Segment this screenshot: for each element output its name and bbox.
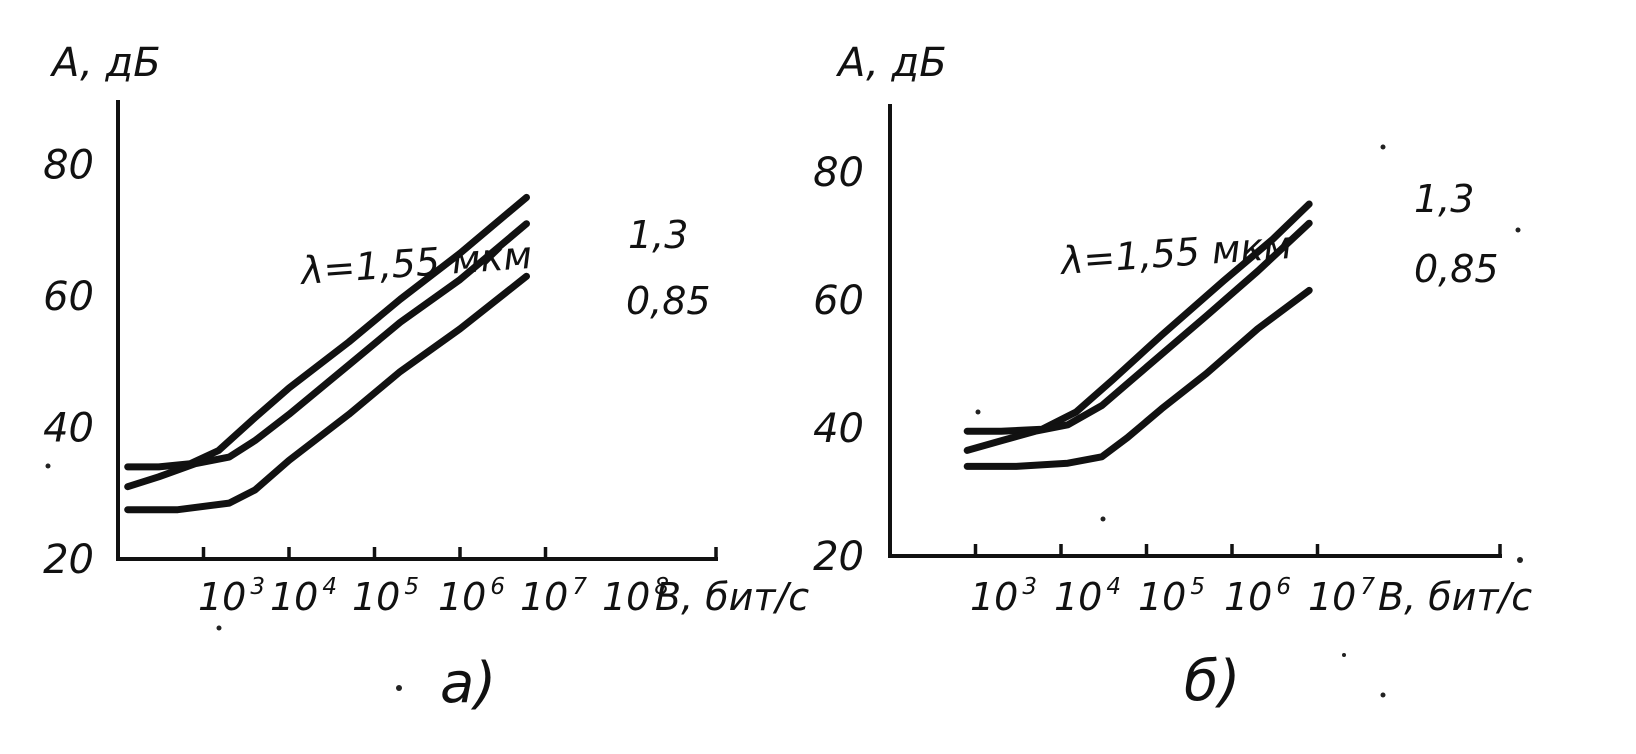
series-line-1-55 [963,200,1313,435]
series-line-0-85 [124,272,530,514]
caption-a: а) [440,651,496,716]
y-tick-label: 80 [43,143,94,189]
y-tick-label: 40 [813,406,864,452]
y-axis-label-a: A, дБ [49,40,161,86]
y-tick-label: 40 [43,406,94,452]
x-tick-label: 10 5 [352,574,419,619]
x-axis-label: B, бит/с [1378,575,1532,619]
series-line-1-55 [124,193,530,471]
scan-speck [975,409,981,415]
x-tick-label: 10 6 [438,574,505,619]
scan-speck [1515,227,1521,233]
caption-b: б) [1184,649,1240,714]
series-label: 1,3 [628,213,688,257]
x-tick-label: 10 3 [970,574,1037,619]
scan-speck [1380,144,1386,150]
x-tick-label: 10 5 [1138,574,1205,619]
scan-speck [1380,692,1386,698]
y-tick-label: 80 [813,150,864,196]
y-tick-label: 20 [43,537,94,583]
y-axis-label-b: A, дБ [835,40,947,86]
y-tick-label: 60 [43,274,94,320]
x-tick-label: 10 7 [1308,574,1375,619]
scan-speck [396,685,402,691]
series-line-1-3 [963,219,1313,454]
series-label: 1,3 [1414,177,1474,221]
x-tick-label: 10 4 [1054,574,1121,619]
x-axis-label: B, бит/с [655,575,809,619]
x-tick-label: 10 7 [520,574,587,619]
x-tick-label: 10 8 [602,574,669,619]
y-tick-label: 60 [813,278,864,324]
x-tick-label: 10 3 [198,574,265,619]
scan-speck [45,463,51,469]
scan-speck [1100,516,1106,522]
y-tick-label: 20 [813,534,864,580]
series-line-0-85 [963,286,1313,470]
scan-speck [216,625,222,631]
scan-speck [1517,557,1523,563]
x-tick-label: 10 4 [270,574,337,619]
series-line-1-3 [124,220,530,491]
x-tick-label: 10 6 [1224,574,1291,619]
scan-speck [1342,653,1346,657]
series-label: 0,85 [626,279,711,323]
series-label: 0,85 [1414,247,1499,291]
